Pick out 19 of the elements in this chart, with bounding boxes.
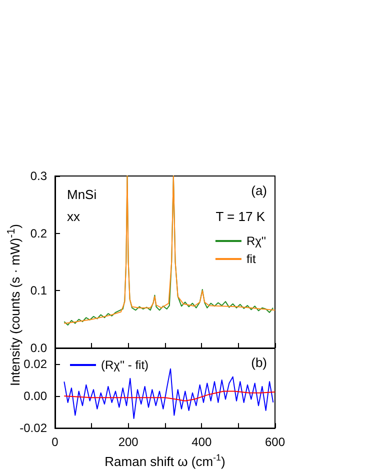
y-tick-label: 0.00 [24, 389, 48, 404]
x-tick-label: 0 [52, 435, 59, 450]
x-tick-label: 200 [118, 435, 139, 450]
y-tick-label: 0.02 [24, 357, 48, 372]
x-tick-label: 600 [264, 435, 286, 450]
legend-label: (Rχ'' - fit) [101, 358, 149, 372]
annotation: T = 17 K [216, 209, 266, 224]
annotation: MnSi [67, 187, 97, 202]
x-tick-label: 400 [192, 435, 212, 450]
y-tick-label: 0.0 [30, 341, 48, 355]
y-tick-label: -0.02 [20, 421, 48, 436]
y-tick-label: 0.2 [30, 226, 48, 240]
legend-label: fit [246, 252, 256, 266]
legend-label: Rχ'' [246, 234, 266, 248]
y-tick-label: 0.3 [30, 169, 48, 183]
annotation: (a) [251, 183, 267, 198]
y-tick-label: 0.1 [30, 284, 48, 298]
annotation: xx [67, 209, 80, 224]
annotation: (b) [251, 355, 267, 370]
